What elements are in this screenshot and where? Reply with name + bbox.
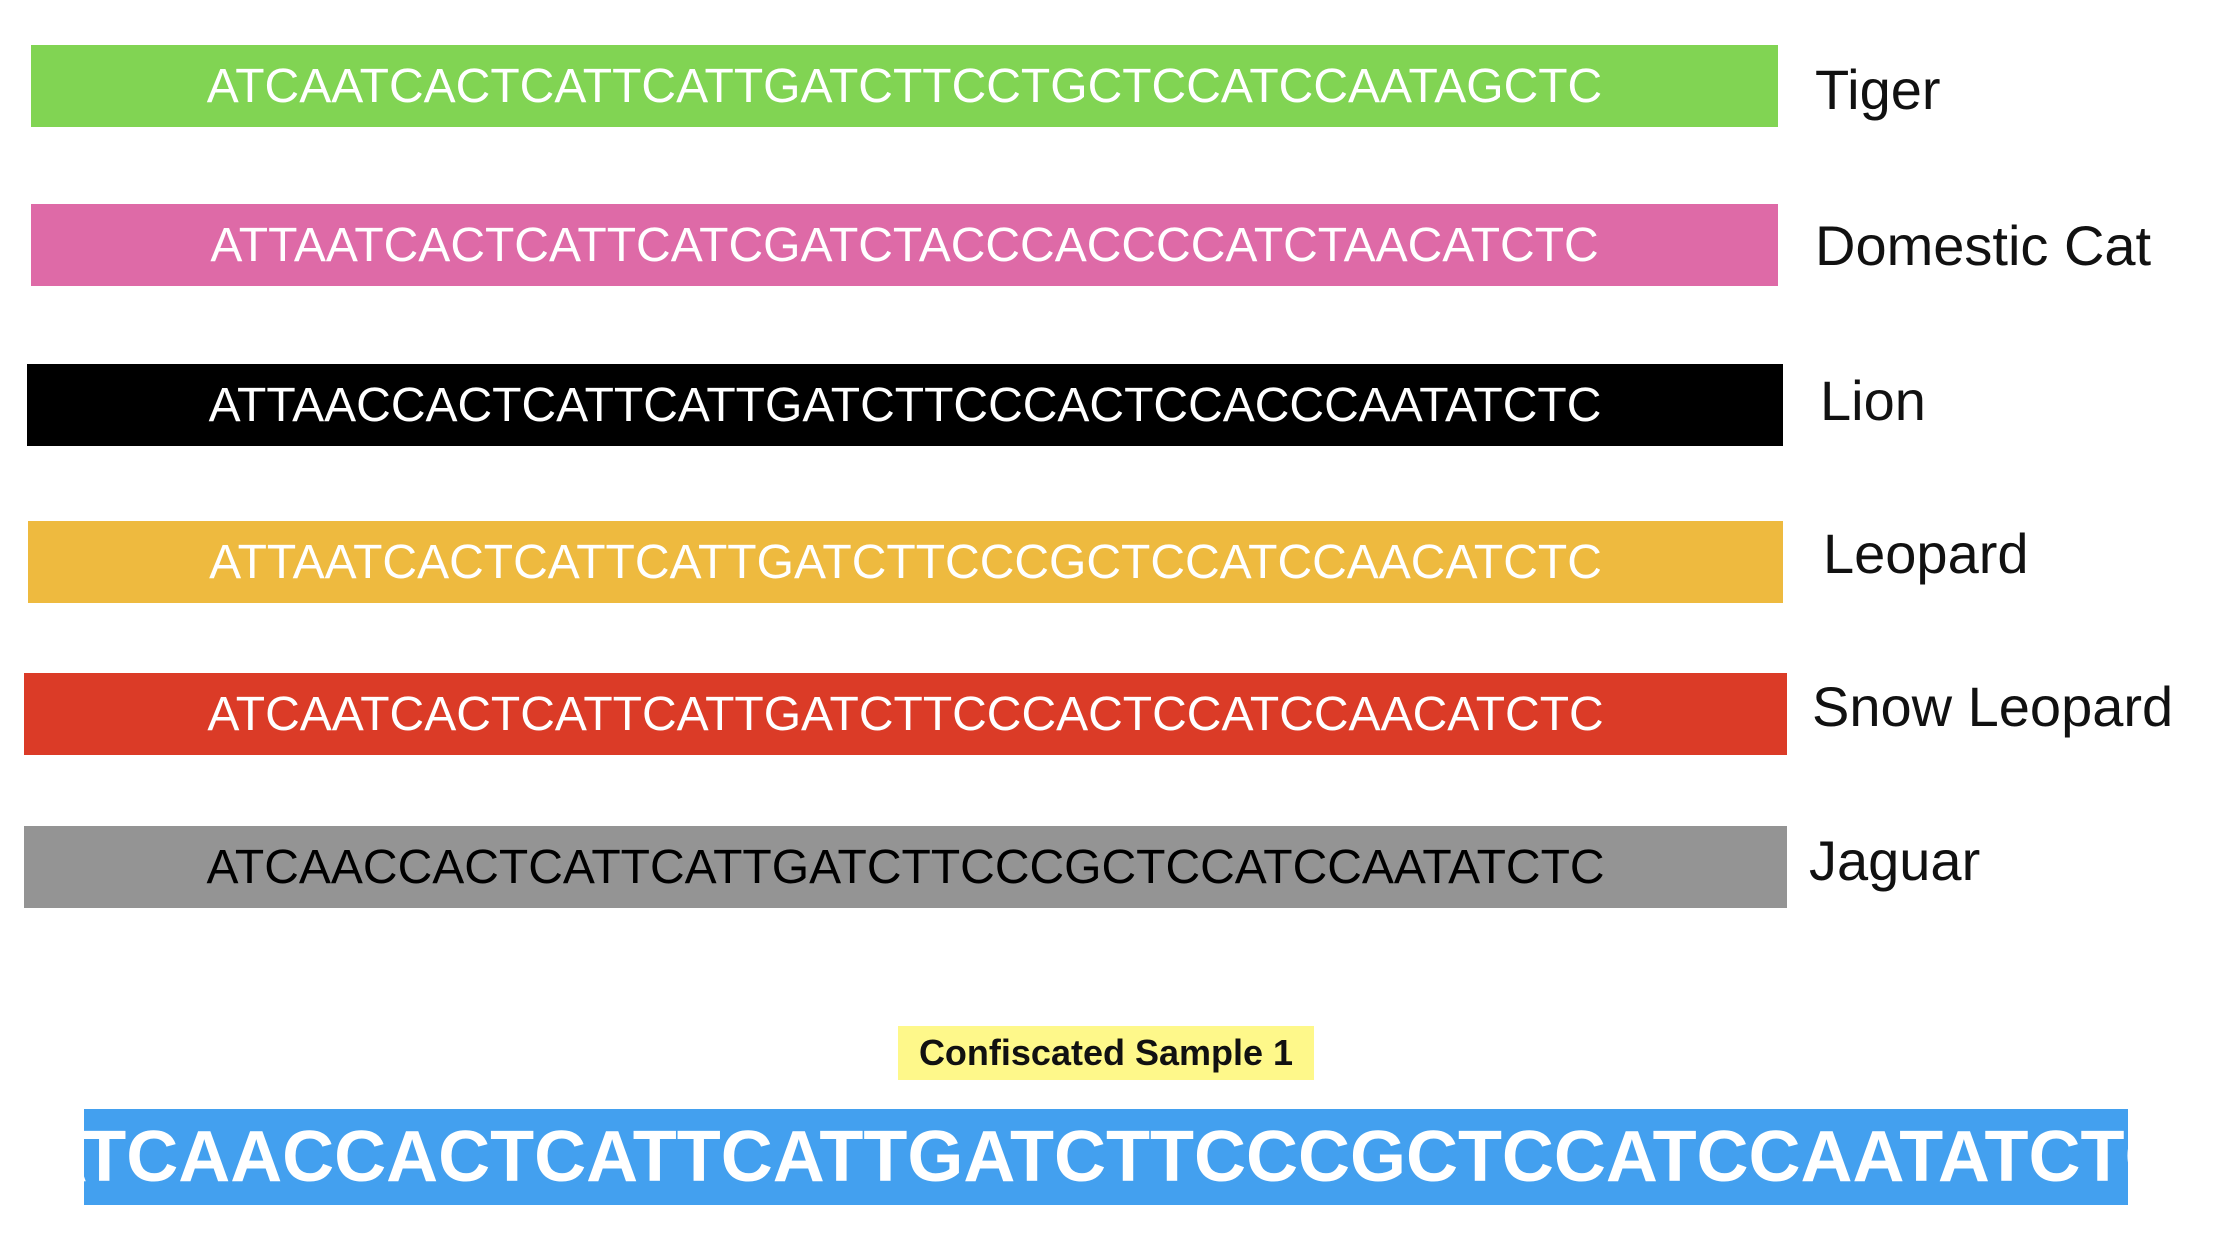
lion-label: Lion xyxy=(1820,369,1926,432)
domestic-cat-sequence-text: ATTAATCACTCATTCATCGATCTACCCACCCCATCTAACA… xyxy=(210,218,1599,272)
tiger-label: Tiger xyxy=(1815,58,1941,121)
sample-label-text: Confiscated Sample 1 xyxy=(918,1032,1294,1073)
snow-leopard-sequence-text: ATCAATCACTCATTCATTGATCTTCCCACTCCATCCAACA… xyxy=(207,687,1604,741)
leopard-sequence-bar: ATTAATCACTCATTCATTGATCTTCCCGCTCCATCCAACA… xyxy=(28,521,1783,603)
domestic-cat-label: Domestic Cat xyxy=(1815,214,2152,277)
tiger-sequence-text: ATCAATCACTCATTCATTGATCTTCCTGCTCCATCCAATA… xyxy=(206,59,1603,113)
sample-label: Confiscated Sample 1 xyxy=(898,1026,1314,1080)
jaguar-label: Jaguar xyxy=(1809,829,1981,892)
jaguar-sequence-bar: ATCAACCACTCATTCATTGATCTTCCCGCTCCATCCAATA… xyxy=(24,826,1787,908)
domestic-cat-sequence-bar: ATTAATCACTCATTCATCGATCTACCCACCCCATCTAACA… xyxy=(31,204,1778,286)
lion-sequence-bar: ATTAACCACTCATTCATTGATCTTCCCACTCCACCCAATA… xyxy=(27,364,1783,446)
tiger-sequence-bar: ATCAATCACTCATTCATTGATCTTCCTGCTCCATCCAATA… xyxy=(31,45,1778,127)
leopard-label: Leopard xyxy=(1823,522,2029,585)
sample-sequence-text: ATCAACCACTCATTCATTGATCTTCCCGCTCCATCCAATA… xyxy=(84,1117,2128,1197)
leopard-sequence-text: ATTAATCACTCATTCATTGATCTTCCCGCTCCATCCAACA… xyxy=(209,535,1602,589)
lion-sequence-text: ATTAACCACTCATTCATTGATCTTCCCACTCCACCCAATA… xyxy=(208,378,1602,432)
snow-leopard-label: Snow Leopard xyxy=(1812,675,2174,738)
jaguar-sequence-text: ATCAACCACTCATTCATTGATCTTCCCGCTCCATCCAATA… xyxy=(206,840,1605,894)
sample-sequence-bar: ATCAACCACTCATTCATTGATCTTCCCGCTCCATCCAATA… xyxy=(84,1109,2128,1205)
snow-leopard-sequence-bar: ATCAATCACTCATTCATTGATCTTCCCACTCCATCCAACA… xyxy=(24,673,1787,755)
